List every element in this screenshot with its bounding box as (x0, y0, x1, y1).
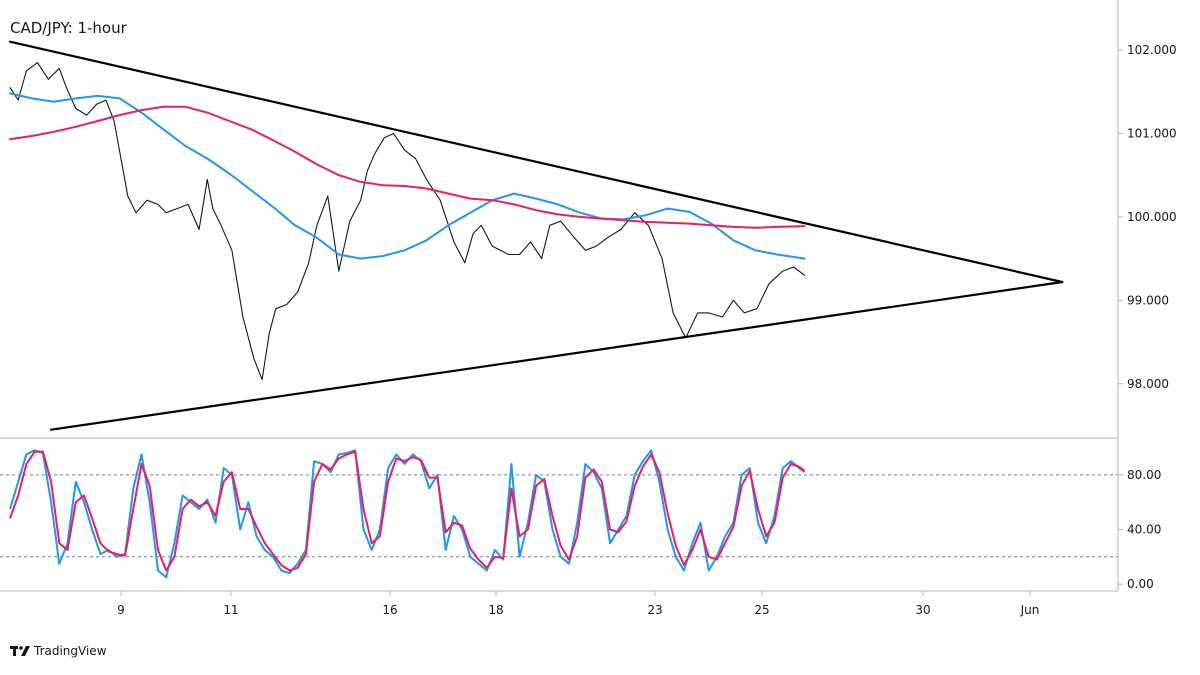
time-tick-label: 23 (647, 603, 662, 617)
price-tick-label: 98.000 (1127, 377, 1169, 391)
price-tick-label: 99.000 (1127, 293, 1169, 307)
time-tick-label: 9 (117, 603, 125, 617)
price-axis[interactable]: 102.000 101.000 100.000 99.000 98.000 (1118, 43, 1177, 391)
price-panel (8, 40, 1064, 431)
tradingview-logo[interactable]: TradingView (10, 644, 107, 658)
slow-moving-average-line (9, 105, 806, 229)
time-tick-label: 11 (223, 603, 238, 617)
time-tick-label: 16 (382, 603, 397, 617)
triangle-upper-trendline (8, 40, 1064, 284)
time-tick-label: 30 (915, 603, 930, 617)
stochastic-d-line (9, 450, 806, 572)
price-line (9, 62, 806, 381)
oscillator-tick-label: 40.00 (1127, 523, 1161, 537)
time-tick-label: 25 (754, 603, 769, 617)
chart-title: CAD/JPY: 1-hour (10, 19, 128, 37)
stochastic-panel (0, 449, 1118, 579)
tradingview-logo-text: TradingView (34, 644, 107, 658)
tradingview-mark-icon (10, 646, 30, 656)
oscillator-tick-label: 0.00 (1127, 577, 1154, 591)
fast-moving-average-line (9, 92, 806, 260)
price-tick-label: 102.000 (1127, 43, 1177, 57)
time-axis[interactable]: 9 11 16 18 23 25 30 Jun (117, 591, 1039, 617)
price-tick-label: 100.000 (1127, 210, 1177, 224)
triangle-lower-trendline (49, 280, 1064, 431)
chart-frame (0, 0, 1119, 592)
time-tick-label: 18 (488, 603, 503, 617)
oscillator-axis[interactable]: 80.00 40.00 0.00 (1118, 468, 1161, 591)
price-tick-label: 101.000 (1127, 126, 1177, 140)
oscillator-tick-label: 80.00 (1127, 468, 1161, 482)
time-tick-label: Jun (1020, 603, 1040, 617)
